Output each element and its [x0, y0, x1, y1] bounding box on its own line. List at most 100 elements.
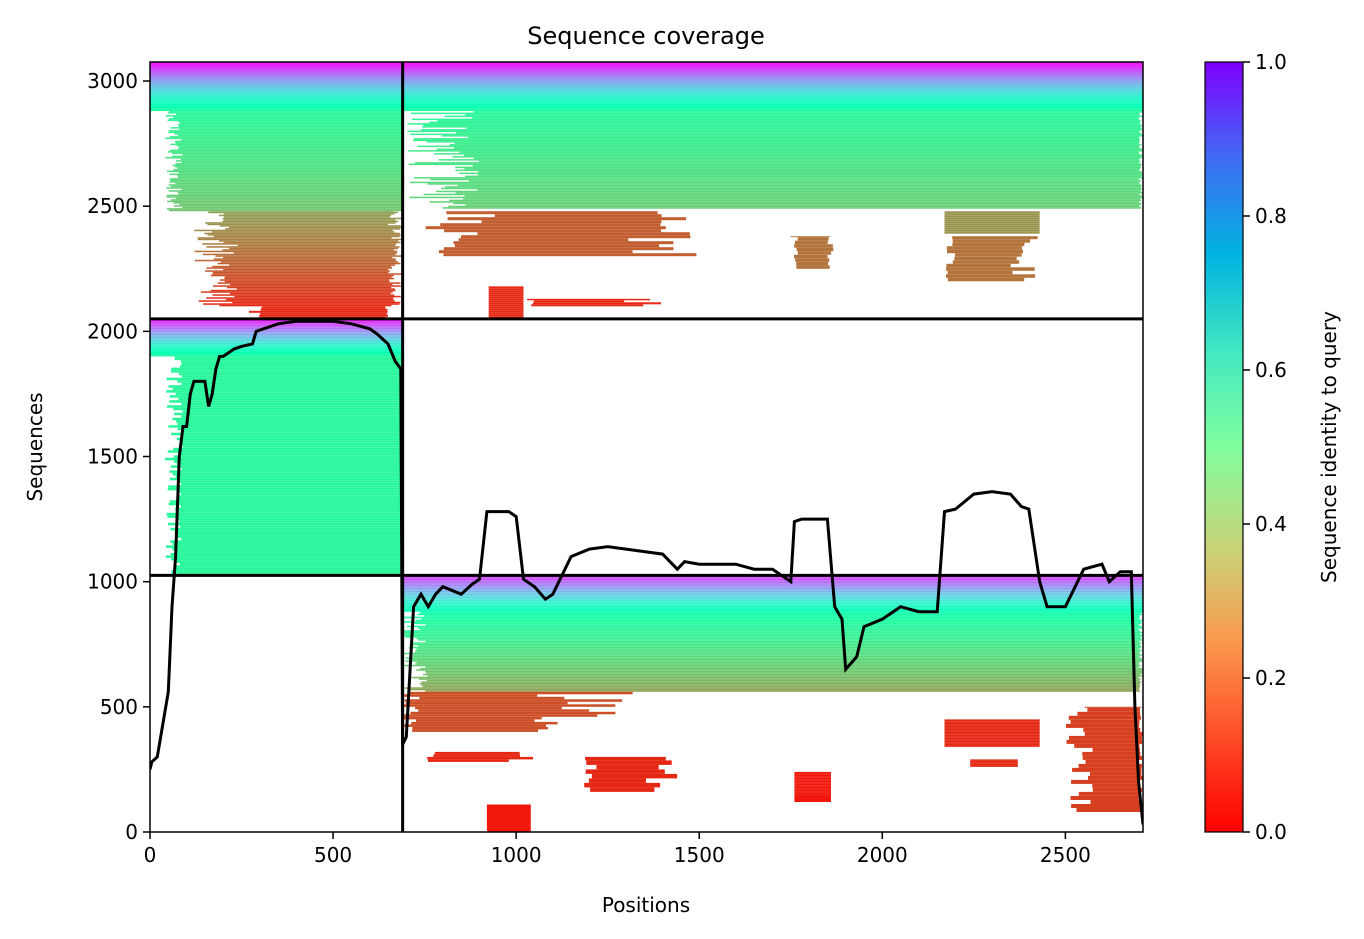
heat-row [402, 108, 1143, 110]
heat-row [970, 759, 1018, 761]
heat-row [402, 577, 1143, 579]
heat-row [170, 540, 403, 543]
heat-row [150, 82, 403, 84]
heat-row [169, 477, 403, 481]
heat-row [402, 100, 1143, 103]
heat-row [223, 241, 401, 244]
heat-row [217, 262, 401, 265]
heat-row [178, 121, 403, 123]
heat-row [228, 226, 403, 229]
heat-row [794, 776, 831, 778]
heat-row [952, 239, 1030, 243]
heat-row [465, 204, 1141, 206]
heat-row [486, 815, 531, 817]
heat-row [180, 365, 403, 368]
heat-row [794, 799, 831, 801]
heat-row [412, 655, 1140, 658]
heat-row [169, 395, 403, 398]
heat-row [421, 681, 1142, 683]
heat-row [947, 270, 1013, 275]
heat-row [402, 590, 1143, 593]
heat-row [404, 714, 598, 717]
heat-row [426, 679, 1140, 682]
heat-row [227, 286, 392, 289]
heat-row [488, 314, 524, 317]
heat-row [429, 121, 1141, 124]
heat-row [405, 636, 1141, 638]
heat-row [223, 268, 388, 271]
heat-row [944, 719, 1040, 720]
heat-row [150, 350, 403, 352]
heat-row [415, 651, 1140, 653]
heat-row [425, 670, 1142, 673]
heat-row [150, 69, 403, 71]
heat-row [166, 545, 403, 548]
heat-row [402, 595, 1143, 597]
heat-row [488, 292, 524, 295]
heat-row [944, 223, 1040, 226]
heat-row [150, 342, 403, 345]
heat-row [175, 560, 403, 563]
heat-row [408, 676, 1139, 679]
heat-row [181, 188, 403, 191]
heat-row [236, 288, 395, 290]
heat-row [167, 200, 403, 203]
heat-row [232, 301, 401, 304]
heat-row [402, 586, 1143, 588]
heat-row [402, 580, 1143, 582]
heat-row [150, 333, 403, 336]
heat-row [421, 684, 1141, 686]
heat-row [212, 271, 389, 274]
heat-row [402, 102, 1143, 104]
heat-row [944, 743, 1040, 746]
heat-row [464, 195, 1143, 197]
heat-row [417, 613, 1142, 616]
heat-row [413, 139, 1140, 142]
heat-row [178, 372, 403, 376]
heat-row [947, 249, 1023, 254]
heat-row [952, 242, 1025, 247]
heat-row [425, 226, 666, 230]
heat-row [180, 158, 403, 161]
heat-row [421, 611, 1143, 613]
heat-row [203, 303, 400, 305]
heat-row [415, 663, 1139, 665]
heat-row [220, 261, 399, 263]
heat-row [150, 87, 403, 89]
heat-row [488, 294, 524, 297]
heat-row [170, 143, 403, 146]
heat-row [166, 377, 403, 381]
heat-row [175, 182, 403, 185]
heat-row [165, 137, 403, 140]
heat-row [465, 175, 1142, 178]
heat-row [944, 719, 1040, 722]
heat-row [176, 145, 403, 147]
heat-row [150, 96, 403, 98]
heat-row [150, 320, 403, 322]
heat-row [944, 736, 1040, 738]
heat-row [176, 420, 403, 423]
heat-row [166, 512, 403, 516]
heat-row [486, 811, 531, 813]
heat-row [1071, 779, 1140, 784]
heat-row [169, 178, 403, 180]
heat-row [402, 87, 1143, 89]
heat-row [1074, 743, 1140, 748]
heat-row [478, 171, 1142, 173]
heat-row [944, 211, 1040, 214]
heat-row [494, 214, 662, 218]
heat-row [488, 286, 524, 287]
heat-row [488, 286, 524, 289]
heat-row [169, 136, 403, 138]
heat-row [150, 351, 403, 354]
heat-row [168, 485, 403, 488]
heat-row [168, 502, 403, 506]
heat-row [402, 598, 1143, 600]
heat-row [178, 490, 403, 493]
heat-row [223, 219, 396, 221]
heat-row [417, 627, 1143, 629]
heat-row [944, 722, 1040, 725]
heat-row [405, 701, 568, 705]
heat-row [197, 237, 392, 239]
heat-row [443, 247, 674, 251]
